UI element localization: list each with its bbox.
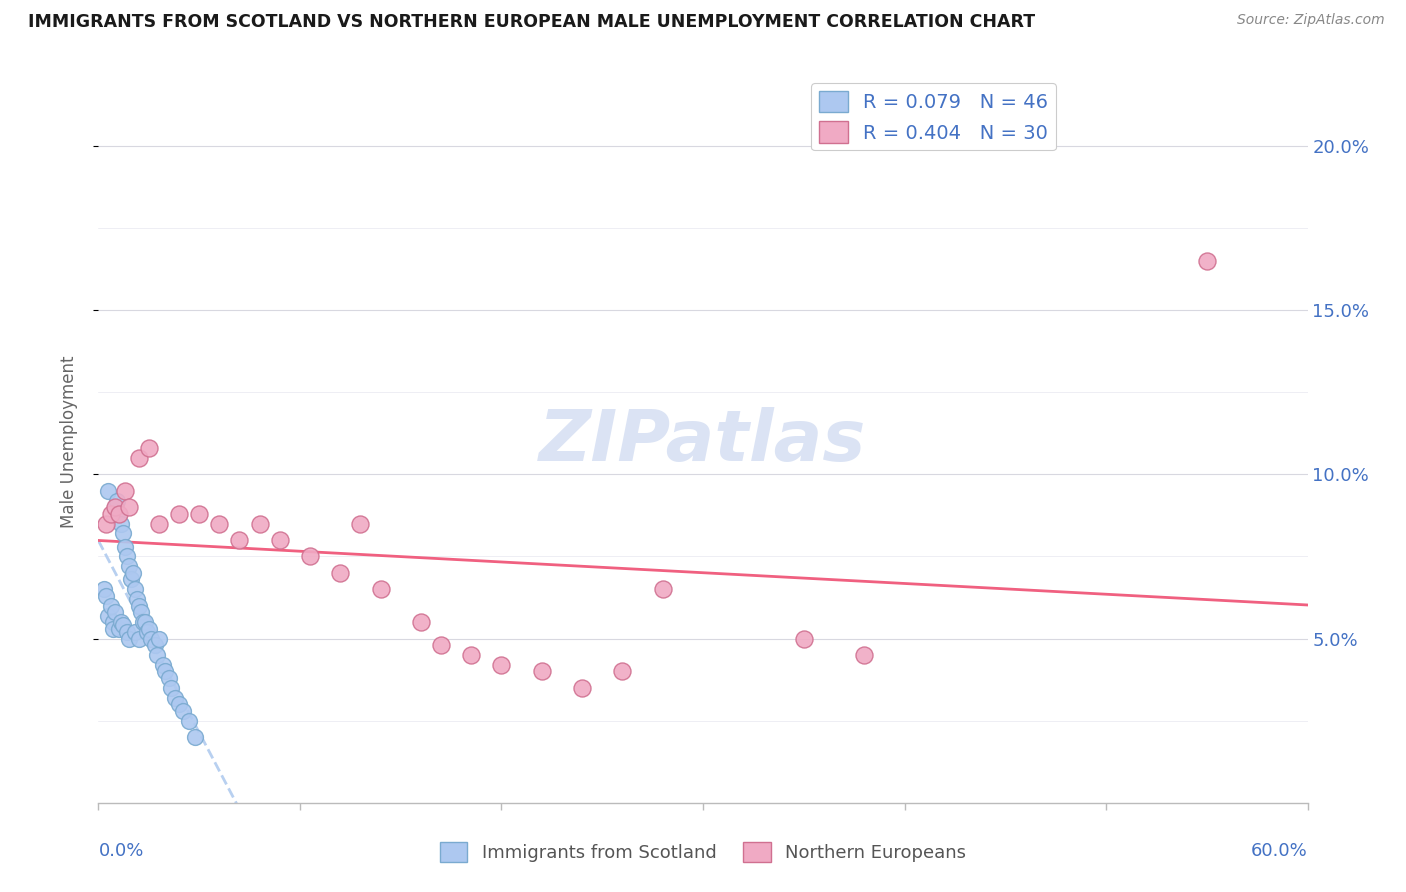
Point [188, 507, 211, 521]
Point [651, 582, 673, 597]
Point [128, 632, 150, 646]
Point [96, 516, 118, 531]
Point [107, 507, 129, 521]
Point [409, 615, 432, 630]
Point [111, 526, 134, 541]
Point [228, 533, 250, 547]
Point [129, 605, 152, 619]
Point [269, 533, 291, 547]
Point [148, 516, 170, 531]
Point [114, 540, 136, 554]
Point [153, 665, 176, 679]
Point [208, 516, 231, 531]
Point [101, 615, 124, 630]
Point [172, 704, 194, 718]
Point [97, 608, 120, 623]
Text: Source: ZipAtlas.com: Source: ZipAtlas.com [1237, 13, 1385, 28]
Point [152, 657, 174, 672]
Legend: R = 0.079   N = 46, R = 0.404   N = 30: R = 0.079 N = 46, R = 0.404 N = 30 [811, 83, 1056, 151]
Point [100, 507, 122, 521]
Point [329, 566, 352, 580]
Point [132, 615, 155, 630]
Point [184, 730, 207, 744]
Point [103, 605, 125, 619]
Point [349, 516, 371, 531]
Y-axis label: Male Unemployment: Male Unemployment [59, 355, 77, 528]
Point [571, 681, 593, 695]
Point [148, 632, 170, 646]
Point [111, 618, 134, 632]
Point [135, 625, 157, 640]
Point [101, 622, 124, 636]
Text: IMMIGRANTS FROM SCOTLAND VS NORTHERN EUROPEAN MALE UNEMPLOYMENT CORRELATION CHAR: IMMIGRANTS FROM SCOTLAND VS NORTHERN EUR… [28, 13, 1035, 31]
Point [128, 599, 150, 613]
Point [160, 681, 183, 695]
Point [134, 615, 156, 630]
Point [103, 500, 125, 515]
Point [430, 638, 453, 652]
Point [124, 625, 146, 640]
Point [107, 622, 129, 636]
Point [93, 582, 115, 597]
Point [139, 632, 162, 646]
Point [530, 665, 553, 679]
Point [110, 516, 132, 531]
Point [179, 714, 201, 728]
Point [114, 483, 136, 498]
Point [118, 500, 141, 515]
Text: ZIPatlas: ZIPatlas [540, 407, 866, 476]
Point [103, 500, 125, 515]
Point [612, 665, 634, 679]
Point [167, 507, 190, 521]
Point [460, 648, 482, 662]
Point [793, 632, 815, 646]
Point [110, 615, 132, 630]
Point [124, 582, 146, 597]
Point [491, 657, 513, 672]
Text: 60.0%: 60.0% [1251, 842, 1308, 860]
Point [138, 622, 160, 636]
Point [115, 625, 138, 640]
Point [118, 632, 141, 646]
Point [138, 441, 160, 455]
Point [121, 566, 143, 580]
Point [1195, 254, 1218, 268]
Point [115, 549, 138, 564]
Text: 0.0%: 0.0% [98, 842, 143, 860]
Point [128, 450, 150, 465]
Point [370, 582, 392, 597]
Point [299, 549, 322, 564]
Point [96, 589, 118, 603]
Point [249, 516, 271, 531]
Point [143, 638, 166, 652]
Point [105, 493, 128, 508]
Point [125, 592, 148, 607]
Point [163, 690, 186, 705]
Point [107, 507, 129, 521]
Point [97, 483, 120, 498]
Point [167, 698, 190, 712]
Point [146, 648, 169, 662]
Point [853, 648, 876, 662]
Legend: Immigrants from Scotland, Northern Europeans: Immigrants from Scotland, Northern Europ… [433, 835, 973, 870]
Point [157, 671, 180, 685]
Point [118, 559, 141, 574]
Point [100, 599, 122, 613]
Point [120, 573, 142, 587]
